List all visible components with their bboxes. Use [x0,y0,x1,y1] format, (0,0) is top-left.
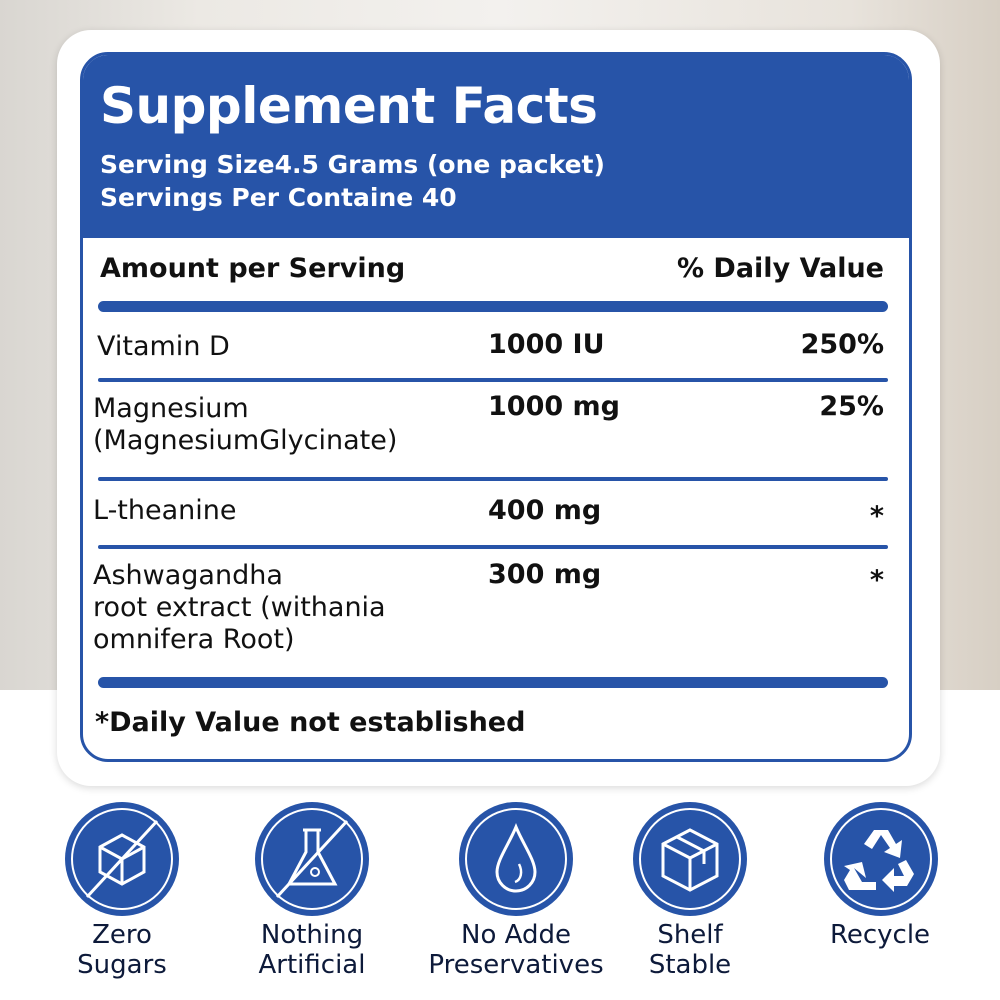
badge-label-line: Nothing [260,920,364,950]
nutrient-amount: 1000 IU [488,329,605,360]
badge-label-line: Shelf [657,920,723,950]
dv-header: % Daily Value [676,253,884,284]
nutrient-name-detail: root extract (withania [93,592,386,623]
nutrient-name: Ashwagandha [93,560,283,591]
nutrient-name: Vitamin D [97,331,230,362]
badge-label-line: Recycle [829,920,931,950]
divider-thick [98,677,888,688]
recycle-icon [824,802,938,916]
badge-label-line: Sugars [77,950,167,980]
badge-label-line: Stable [648,950,732,980]
nutrient-dv: * [869,501,884,532]
badge-label-shelf-stable: Shelf Stable [600,920,780,980]
divider [98,477,888,481]
water-drop-icon [459,802,573,916]
no-flask-icon [255,802,369,916]
servings-per-container: Servings Per Containe 40 [100,183,457,212]
nutrient-dv: 250% [800,329,884,360]
nutrient-name-detail: omnifera Root) [93,624,295,655]
nutrient-name-detail: (MagnesiumGlycinate) [93,425,398,456]
nutrient-dv: 25% [819,391,884,422]
divider-thick [98,301,888,312]
supplement-facts-panel: Supplement Facts Serving Size4.5 Grams (… [80,52,912,762]
no-sugar-cube-icon [65,802,179,916]
badge-label-line: Zero [92,920,152,950]
nutrient-name: Magnesium [93,393,249,424]
divider [98,378,888,382]
badge-label-line: Artificial [258,950,366,980]
box-icon [633,802,747,916]
badge-label-recycle: Recycle [790,920,970,950]
nutrient-amount: 1000 mg [488,391,621,422]
nutrient-amount: 400 mg [488,495,602,526]
nutrient-name: L-theanine [93,495,237,526]
divider [98,545,888,549]
facts-header: Supplement Facts Serving Size4.5 Grams (… [83,55,909,238]
amount-header: Amount per Serving [100,253,406,284]
nutrient-dv: * [869,565,884,596]
serving-size: Serving Size4.5 Grams (one packet) [100,150,605,179]
page-title: Supplement Facts [100,77,598,135]
badge-label-line: Preservatives [428,950,604,980]
nutrient-amount: 300 mg [488,559,602,590]
badge-label-line: No Adde [461,920,571,950]
badge-label-no-preservatives: No Adde Preservatives [426,920,606,980]
badge-label-nothing-artificial: Nothing Artificial [222,920,402,980]
badge-label-zero-sugars: Zero Sugars [32,920,212,980]
footnote: *Daily Value not established [95,707,526,738]
